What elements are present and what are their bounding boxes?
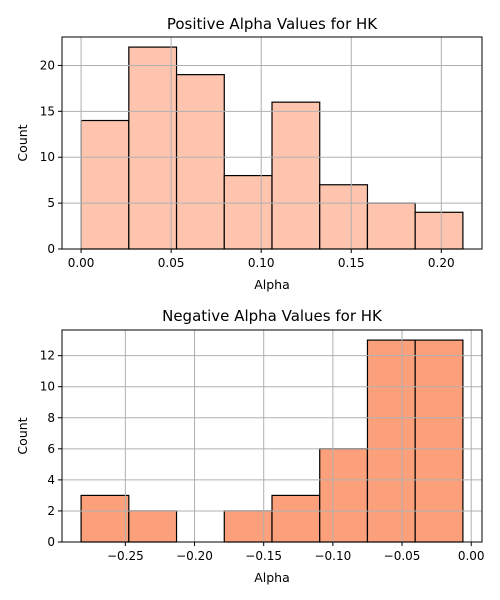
y-tick-label: 6	[47, 442, 55, 456]
histogram-bar	[366, 339, 416, 543]
histogram-bar	[414, 211, 464, 250]
chart-title: Negative Alpha Values for HK	[162, 307, 383, 325]
histogram-bar	[223, 174, 273, 250]
histogram-bar	[319, 184, 369, 250]
histogram-bars	[80, 46, 464, 250]
y-tick-label: 8	[47, 411, 55, 425]
x-tick-label: 0.00	[458, 549, 485, 563]
grid	[62, 330, 482, 543]
histogram-bar	[414, 339, 464, 543]
histogram-bars	[80, 339, 464, 543]
y-axis-label: Count	[15, 417, 30, 454]
x-tick-label: 0.15	[338, 256, 365, 270]
positive-alpha-chart: Positive Alpha Values for HK Alpha Count…	[15, 15, 483, 292]
y-tick-label: 15	[40, 104, 55, 118]
y-tick-label: 10	[40, 380, 55, 394]
histogram-bar	[271, 101, 321, 250]
y-tick-label: 10	[40, 150, 55, 164]
x-axis-label: Alpha	[254, 570, 290, 585]
x-tick-label: 0.05	[158, 256, 185, 270]
histogram-bar	[175, 74, 225, 250]
histogram-bar	[271, 494, 321, 543]
x-tick-label: 0.10	[248, 256, 275, 270]
x-tick-label: −0.05	[384, 549, 421, 563]
x-tick-label: −0.20	[176, 549, 213, 563]
y-tick-label: 0	[47, 535, 55, 549]
histogram-bar	[128, 46, 178, 250]
histogram-bar	[223, 510, 273, 543]
histogram-bar	[80, 119, 130, 250]
x-tick-label: −0.10	[314, 549, 351, 563]
x-tick-label: 0.20	[428, 256, 455, 270]
chart-title: Positive Alpha Values for HK	[167, 15, 378, 33]
y-tick-label: 4	[47, 473, 55, 487]
axes-frame	[61, 329, 483, 543]
histogram-bar	[366, 202, 416, 250]
y-tick-label: 2	[47, 504, 55, 518]
y-tick-label: 0	[47, 242, 55, 256]
histogram-bar	[128, 510, 178, 543]
axes-frame	[61, 36, 483, 250]
y-tick-label: 5	[47, 196, 55, 210]
histogram-bar	[319, 448, 369, 543]
x-tick-label: −0.15	[245, 549, 282, 563]
histogram-bar	[80, 494, 130, 543]
negative-alpha-chart: Negative Alpha Values for HK Alpha Count…	[15, 307, 485, 585]
y-tick-label: 20	[40, 58, 55, 72]
x-tick-label: 0.00	[68, 256, 95, 270]
x-axis-label: Alpha	[254, 277, 290, 292]
y-axis-label: Count	[15, 124, 30, 161]
y-tick-label: 12	[40, 349, 55, 363]
x-tick-label: −0.25	[107, 549, 144, 563]
